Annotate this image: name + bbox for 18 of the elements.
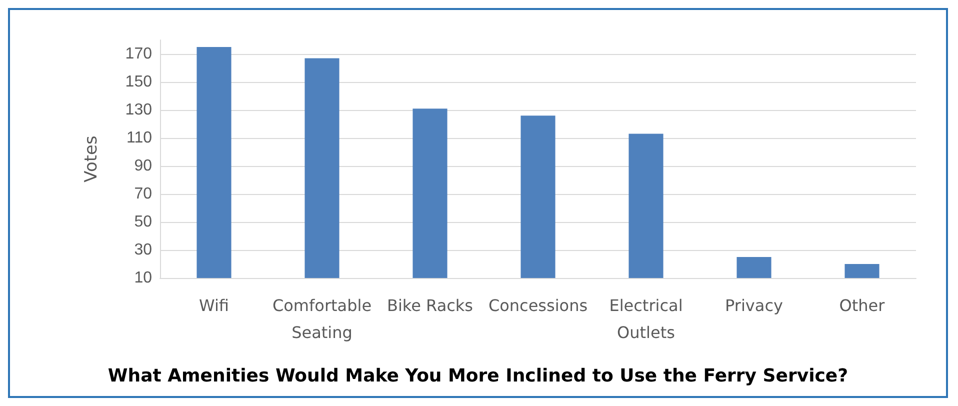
x-tick-label: Bike Racks — [386, 296, 474, 315]
y-tick-label: 10 — [134, 270, 152, 286]
x-tick-label: Concessions — [488, 296, 588, 315]
x-tick-label: Privacy — [725, 296, 783, 315]
y-tick-label: 70 — [134, 186, 152, 202]
x-tick-label: Other — [839, 296, 886, 315]
y-tick-label: 150 — [125, 74, 152, 90]
x-tick-label: Electrical Outlets — [609, 296, 683, 342]
y-axis-title: Votes — [82, 136, 102, 182]
y-tick-label: 90 — [134, 158, 152, 174]
x-tick-label: Comfortable Seating — [272, 296, 372, 342]
y-tick-label: 130 — [125, 102, 152, 118]
y-tick-label: 50 — [134, 214, 152, 230]
y-tick-label: 110 — [126, 130, 152, 146]
y-tick-label: 170 — [125, 46, 152, 62]
y-tick-label: 30 — [134, 242, 152, 258]
text: What Amenities Would Make You More Inclined to Use the Ferry Service? — [108, 366, 848, 386]
x-tick-label: Wifi — [199, 296, 229, 315]
